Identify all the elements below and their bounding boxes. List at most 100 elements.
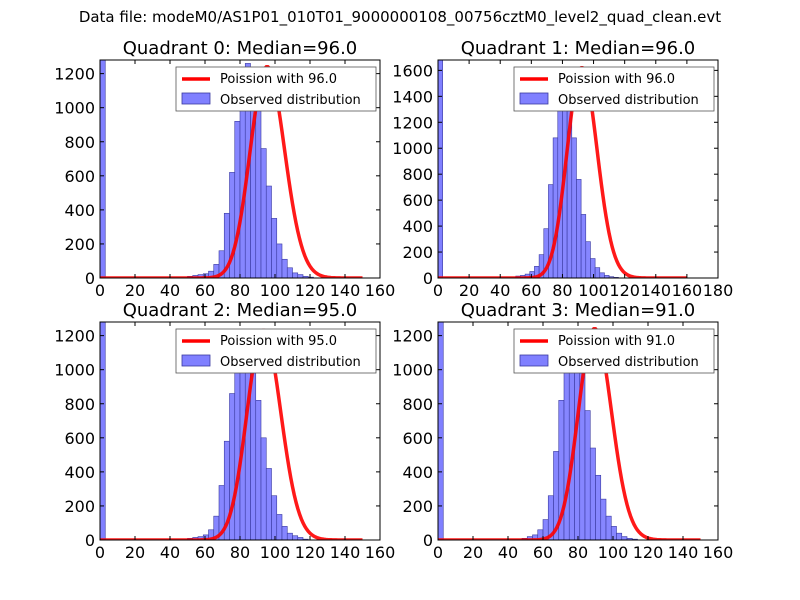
x-tick-label: 40: [160, 543, 180, 562]
figure-title: Data file: modeM0/AS1P01_010T01_90000001…: [78, 8, 722, 26]
x-tick-label: 20: [459, 281, 479, 300]
y-tick-label: 0: [85, 531, 95, 550]
histogram-bar: [276, 514, 283, 540]
x-tick-label: 20: [125, 543, 145, 562]
x-tick-label: 120: [295, 281, 326, 300]
legend-bar-label: Observed distribution: [558, 93, 699, 108]
histogram-bar: [265, 468, 272, 540]
histogram-bar: [552, 137, 559, 278]
histogram-bar: [271, 218, 278, 278]
histogram-bar: [580, 214, 587, 278]
histogram-bar: [438, 322, 444, 540]
x-tick-label: 80: [552, 281, 572, 300]
histogram-bar: [292, 272, 299, 278]
x-tick-label: 140: [330, 543, 361, 562]
x-tick-label: 60: [521, 281, 541, 300]
x-tick-label: 40: [498, 543, 518, 562]
legend-bar-swatch: [519, 354, 549, 367]
poisson-curve: [100, 65, 363, 278]
histogram-bar: [563, 355, 570, 540]
histogram-bar: [234, 348, 241, 540]
y-tick-label: 1600: [392, 61, 433, 80]
legend-line-label: Poission with 96.0: [220, 72, 337, 87]
y-tick-label: 200: [64, 235, 95, 254]
histogram-bar: [100, 322, 106, 540]
legend-bar-label: Observed distribution: [220, 93, 361, 108]
histogram-bar: [585, 241, 591, 278]
histogram-bar: [250, 372, 257, 540]
histogram-bar: [594, 267, 601, 278]
y-tick-label: 600: [402, 191, 433, 210]
histogram-bar: [621, 536, 628, 540]
x-tick-label: 20: [125, 281, 145, 300]
histogram-bar: [265, 185, 272, 278]
legend-bar-label: Observed distribution: [220, 355, 361, 370]
histogram-bar: [589, 447, 596, 540]
y-tick-label: 200: [402, 243, 433, 262]
x-tick-label: 160: [672, 281, 703, 300]
histogram-bar: [584, 410, 591, 540]
x-tick-label: 100: [578, 281, 609, 300]
legend-line-label: Poission with 95.0: [220, 334, 337, 349]
y-tick-label: 800: [64, 395, 95, 414]
panel-quadrant-0: Quadrant 0: Median=96.0 0 20 40 60 80 100 120 14…: [54, 38, 395, 300]
x-tick-label: 100: [260, 543, 291, 562]
x-tick-label: 100: [260, 281, 291, 300]
x-tick-label: 80: [568, 543, 588, 562]
y-tick-label: 1000: [392, 361, 433, 380]
panel-title: Quadrant 3: Median=91.0: [461, 300, 696, 321]
histogram-bar: [605, 515, 612, 540]
histogram-bar: [255, 107, 262, 278]
y-tick-label: 400: [402, 217, 433, 236]
legend: Poission with 95.0 Observed distribution: [175, 328, 377, 374]
histogram-bar: [571, 137, 577, 278]
y-tick-label: 600: [64, 167, 95, 186]
y-tick-label: 1200: [54, 65, 95, 84]
x-tick-label: 120: [295, 543, 326, 562]
y-tick-label: 0: [423, 531, 433, 550]
legend: Poission with 96.0 Observed distribution: [513, 66, 715, 112]
histogram-bar: [616, 532, 623, 540]
histogram-bar: [590, 258, 596, 278]
y-tick-label: 0: [423, 269, 433, 288]
x-tick-label: 140: [668, 543, 699, 562]
histogram-bar: [292, 535, 299, 540]
histogram-bar: [576, 179, 582, 278]
plot-area: [100, 322, 363, 540]
histogram-bar: [234, 121, 241, 278]
y-tick-label: 1000: [54, 99, 95, 118]
histogram-bar: [438, 60, 443, 278]
x-tick-label: 0: [433, 543, 443, 562]
y-tick-label: 0: [85, 269, 95, 288]
x-tick-label: 160: [365, 281, 396, 300]
y-tick-label: 1000: [392, 139, 433, 158]
axes-frame: [437, 59, 719, 279]
y-tick-label: 1200: [392, 113, 433, 132]
panel-title: Quadrant 1: Median=96.0: [461, 38, 696, 59]
histogram-bar: [286, 267, 293, 278]
histogram-bar: [599, 272, 605, 278]
legend-bar-label: Observed distribution: [558, 355, 699, 370]
y-tick-label: 800: [64, 133, 95, 152]
x-tick-label: 20: [463, 543, 483, 562]
histogram-bar: [610, 526, 617, 540]
legend-line-label: Poission with 96.0: [558, 72, 675, 87]
x-tick-label: 40: [490, 281, 510, 300]
histogram-bar: [100, 60, 106, 278]
legend-bar-swatch: [519, 92, 549, 105]
panel-title: Quadrant 2: Median=95.0: [123, 300, 358, 321]
histogram-bar: [271, 495, 278, 540]
legend: Poission with 91.0 Observed distribution: [513, 328, 715, 374]
panel-quadrant-3: Quadrant 3: Median=91.0 0 20 40 60 80 100 120 14…: [392, 300, 733, 562]
y-tick-label: 400: [64, 463, 95, 482]
y-tick-label: 400: [64, 201, 95, 220]
x-tick-label: 60: [195, 543, 215, 562]
histogram-bar: [255, 400, 262, 540]
x-tick-label: 0: [95, 281, 105, 300]
histogram-bar: [260, 148, 267, 278]
histogram-bar: [244, 345, 251, 540]
legend-bar-swatch: [181, 354, 211, 367]
x-tick-label: 160: [703, 543, 734, 562]
x-tick-label: 140: [330, 281, 361, 300]
